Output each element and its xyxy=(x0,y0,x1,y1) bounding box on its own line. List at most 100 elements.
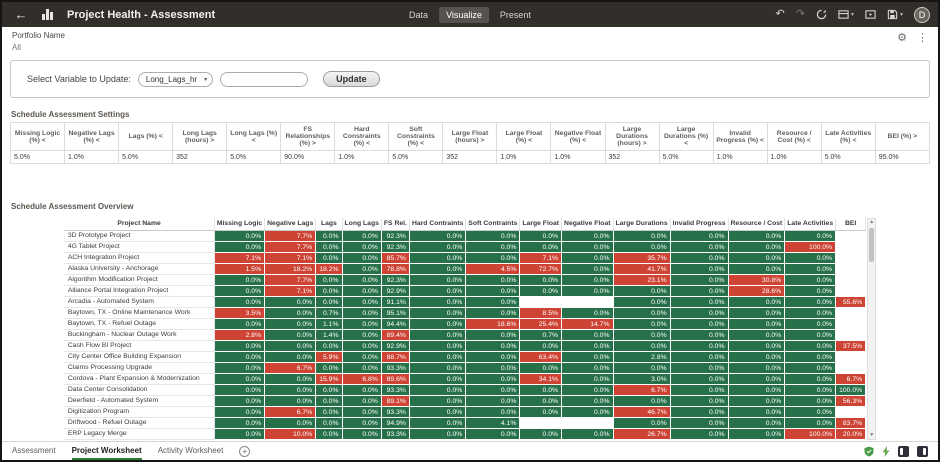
metric-cell[interactable]: 0.0% xyxy=(727,351,786,363)
metric-cell[interactable]: 0.0% xyxy=(727,428,786,440)
metric-cell[interactable] xyxy=(835,307,867,319)
tab-activity-worksheet[interactable]: Activity Worksheet xyxy=(157,445,224,455)
metric-cell[interactable]: 0.0% xyxy=(561,274,614,286)
metric-cell[interactable]: 0.0% xyxy=(784,406,837,418)
table-row[interactable]: Deerfield - Automated System 0.0% 0.0% 0.0%… xyxy=(63,395,867,407)
overview-col-header[interactable]: BEI xyxy=(835,218,867,231)
metric-cell[interactable]: 6.7% xyxy=(835,373,867,385)
metric-cell[interactable]: 0.0% xyxy=(561,428,614,440)
metric-cell[interactable]: 0.0% xyxy=(341,307,382,319)
metric-cell[interactable]: 0.0% xyxy=(315,285,343,297)
metric-cell[interactable]: 0.0% xyxy=(315,384,343,396)
metric-cell[interactable]: 0.0% xyxy=(465,340,521,352)
metric-cell[interactable]: 0.0% xyxy=(612,241,671,253)
metric-cell[interactable]: 100.0% xyxy=(835,384,867,396)
metric-cell[interactable]: 0.0% xyxy=(408,362,467,374)
metric-cell[interactable]: 0.0% xyxy=(341,241,382,253)
save-icon[interactable]: ▾ xyxy=(887,9,903,20)
metric-cell[interactable]: 0.0% xyxy=(264,329,317,341)
project-name-cell[interactable]: Alliance Portal Integration Project xyxy=(63,285,215,297)
metric-cell[interactable]: 100.0% xyxy=(784,241,837,253)
metric-cell[interactable] xyxy=(519,296,563,308)
metric-cell[interactable]: 0.0% xyxy=(408,241,467,253)
scrollbar-thumb[interactable] xyxy=(869,228,875,262)
overview-col-header[interactable]: Lags xyxy=(315,218,343,231)
overview-col-header[interactable]: FS Rel. xyxy=(381,218,410,231)
metric-cell[interactable]: 78.8% xyxy=(380,263,410,275)
metric-cell[interactable]: 0.0% xyxy=(727,263,786,275)
metric-cell[interactable]: 0.0% xyxy=(784,274,837,286)
present-icon[interactable] xyxy=(865,9,876,20)
metric-cell[interactable]: 0.0% xyxy=(669,241,729,253)
kebab-menu-icon[interactable]: ⋮ xyxy=(917,32,928,44)
metric-cell[interactable] xyxy=(519,417,563,429)
metric-cell[interactable]: 0.0% xyxy=(341,417,382,429)
metric-cell[interactable]: 6.7% xyxy=(264,362,317,374)
gear-icon[interactable]: ⚙ xyxy=(897,32,907,44)
metric-cell[interactable]: 0.0% xyxy=(561,329,614,341)
metric-cell[interactable]: 0.0% xyxy=(315,395,343,407)
metric-cell[interactable]: 0.0% xyxy=(669,329,729,341)
metric-cell[interactable]: 0.0% xyxy=(465,285,521,297)
metric-cell[interactable]: 0.0% xyxy=(341,329,382,341)
table-row[interactable]: Arcadia - Automated System 0.0% 0.0% 0.0% 0.… xyxy=(63,296,867,308)
update-button[interactable]: Update xyxy=(323,71,380,87)
metric-cell[interactable]: 0.0% xyxy=(669,296,729,308)
metric-cell[interactable]: 0.0% xyxy=(727,307,786,319)
metric-cell[interactable]: 0.0% xyxy=(315,428,343,440)
settings-threshold-value[interactable]: 95.0% xyxy=(874,150,931,164)
overview-scrollbar[interactable]: ▲ ▼ xyxy=(867,218,877,440)
metric-cell[interactable]: 93.3% xyxy=(380,384,410,396)
settings-threshold-value[interactable]: 5.0% xyxy=(9,150,66,164)
metric-cell[interactable]: 41.7% xyxy=(612,263,671,275)
metric-cell[interactable]: 6.7% xyxy=(612,384,671,396)
metric-cell[interactable]: 0.0% xyxy=(465,351,521,363)
metric-cell[interactable]: 95.1% xyxy=(380,307,410,319)
metric-cell[interactable]: 0.0% xyxy=(341,428,382,440)
metric-cell[interactable]: 4.5% xyxy=(465,263,521,275)
metric-cell[interactable]: 5.9% xyxy=(315,351,343,363)
metric-cell[interactable]: 83.7% xyxy=(835,417,867,429)
metric-cell[interactable]: 0.0% xyxy=(561,252,614,264)
metric-cell[interactable]: 0.0% xyxy=(612,285,671,297)
settings-threshold-value[interactable]: 352 xyxy=(604,150,660,164)
metric-cell[interactable]: 0.0% xyxy=(213,318,266,330)
metric-cell[interactable]: 7.1% xyxy=(264,285,317,297)
metric-cell[interactable]: 0.0% xyxy=(408,230,467,242)
metric-cell[interactable]: 0.0% xyxy=(784,230,837,242)
table-row[interactable]: Buckingham - Nuclear Outage Work 2.8% 0.0%… xyxy=(63,329,867,341)
bolt-icon[interactable] xyxy=(882,445,890,457)
metric-cell[interactable]: 25.4% xyxy=(519,318,563,330)
add-worksheet-icon[interactable]: + xyxy=(239,445,251,457)
metric-cell[interactable]: 0.0% xyxy=(519,395,563,407)
metric-cell[interactable] xyxy=(835,252,867,264)
table-row[interactable]: City Center Office Building Expansion 0.0… xyxy=(63,351,867,363)
metric-cell[interactable]: 0.0% xyxy=(784,373,837,385)
metric-cell[interactable]: 63.4% xyxy=(519,351,563,363)
metric-cell[interactable]: 0.0% xyxy=(784,263,837,275)
metric-cell[interactable]: 0.0% xyxy=(784,362,837,374)
metric-cell[interactable]: 3.5% xyxy=(213,307,266,319)
metric-cell[interactable]: 0.0% xyxy=(341,384,382,396)
metric-cell[interactable]: 0.0% xyxy=(784,340,837,352)
table-row[interactable]: Data Center Consolidation 0.0% 0.0% 0.0% 0.0… xyxy=(63,384,867,396)
metric-cell[interactable]: 0.0% xyxy=(341,340,382,352)
metric-cell[interactable]: 2.8% xyxy=(213,329,266,341)
metric-cell[interactable]: 0.0% xyxy=(264,384,317,396)
metric-cell[interactable]: 0.0% xyxy=(612,329,671,341)
metric-cell[interactable]: 0.0% xyxy=(315,274,343,286)
metric-cell[interactable]: 0.0% xyxy=(408,307,467,319)
metric-cell[interactable] xyxy=(835,406,867,418)
tab-data[interactable]: Data xyxy=(409,9,429,20)
metric-cell[interactable]: 20.0% xyxy=(835,428,867,440)
project-name-cell[interactable]: Buckingham - Nuclear Outage Work xyxy=(63,329,215,341)
metric-cell[interactable]: 0.0% xyxy=(264,351,317,363)
settings-threshold-value[interactable]: 1.0% xyxy=(712,150,768,164)
metric-cell[interactable]: 7.7% xyxy=(264,230,317,242)
metric-cell[interactable]: 0.0% xyxy=(669,230,729,242)
metric-cell[interactable]: 0.0% xyxy=(408,417,467,429)
metric-cell[interactable]: 0.0% xyxy=(612,307,671,319)
metric-cell[interactable]: 7.1% xyxy=(264,252,317,264)
project-name-cell[interactable]: Arcadia - Automated System xyxy=(63,296,215,308)
metric-cell[interactable]: 0.0% xyxy=(465,329,521,341)
